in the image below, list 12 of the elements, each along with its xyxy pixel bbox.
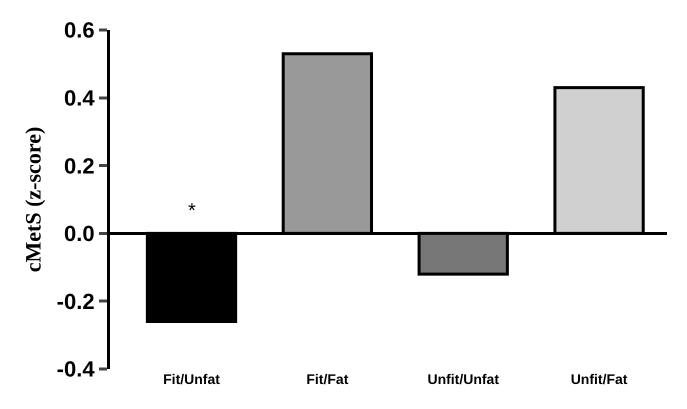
x-tick-label: Unfit/Unfat xyxy=(427,371,500,387)
x-tick-label: Unfit/Fat xyxy=(570,371,628,387)
y-tick-label: 0.4 xyxy=(64,86,96,110)
y-tick-label: 0.6 xyxy=(64,18,95,43)
y-tick-label: -0.4 xyxy=(56,356,96,382)
y-tick-label: 0.0 xyxy=(64,221,95,246)
y-tick-label: 0.2 xyxy=(64,153,95,178)
annotation: * xyxy=(188,200,196,222)
x-tick-label: Fit/Unfat xyxy=(163,371,220,387)
y-tick-label: -0.2 xyxy=(56,288,95,314)
y-axis-title: cMetS (z-score) xyxy=(20,126,46,272)
x-tick-label: Fit/Fat xyxy=(306,371,349,387)
